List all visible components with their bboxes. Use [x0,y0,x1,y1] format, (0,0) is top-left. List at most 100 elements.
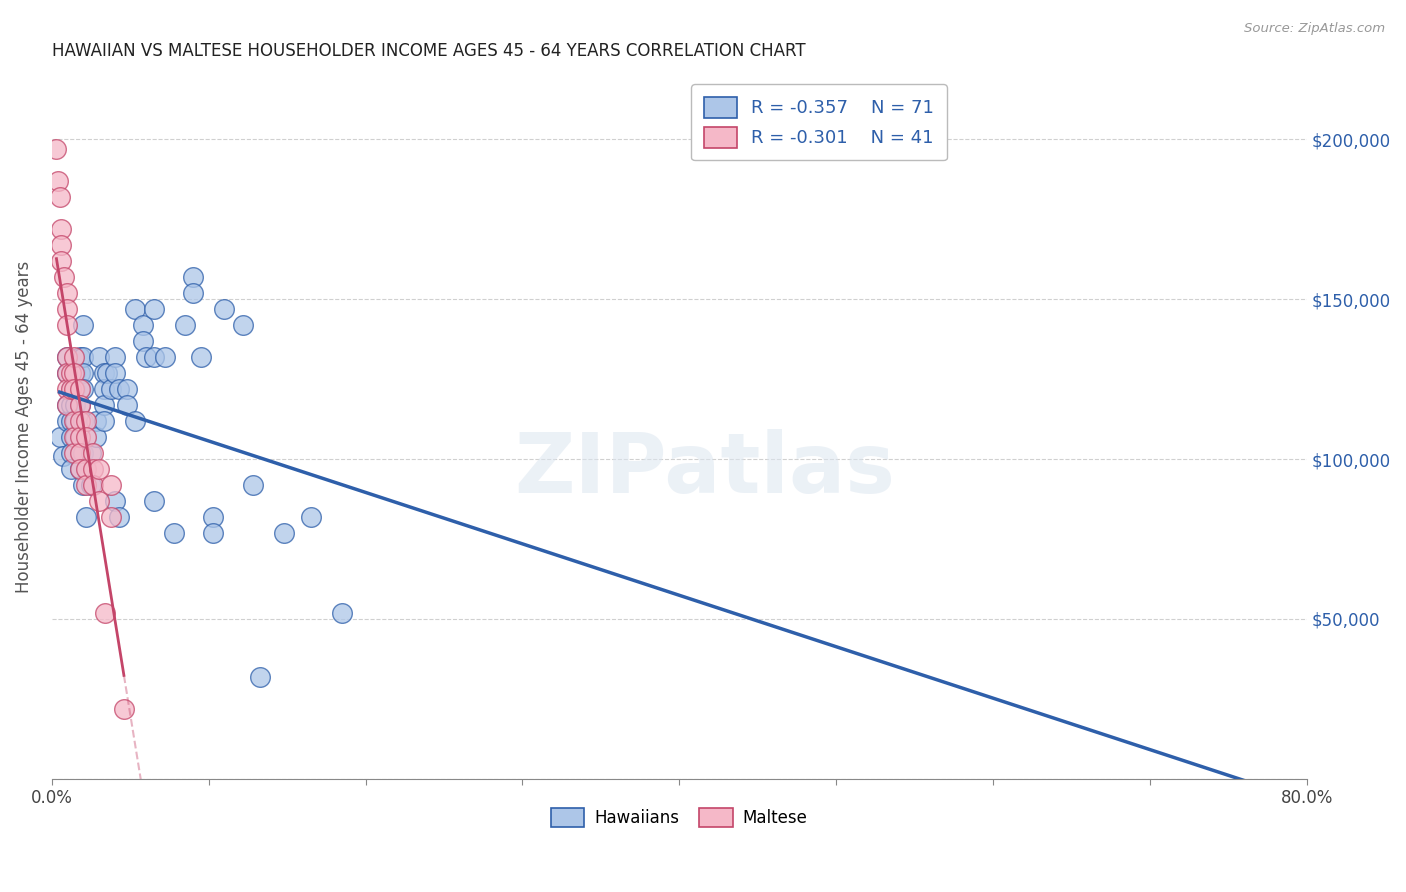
Point [59,382,82,396]
Point [62,445,84,459]
Point [51,253,73,268]
Point [124,414,146,428]
Point [62,350,84,364]
Point [56,398,79,412]
Point [202,509,225,524]
Point [72,477,94,491]
Point [59,366,82,380]
Point [56,366,79,380]
Point [142,301,165,316]
Point [56,350,79,364]
Point [59,398,82,412]
Point [75,477,97,491]
Text: Source: ZipAtlas.com: Source: ZipAtlas.com [1244,22,1385,36]
Point [52,449,75,463]
Point [62,414,84,428]
Point [93,382,115,396]
Point [115,382,138,396]
Point [72,318,94,332]
Point [62,382,84,396]
Point [62,366,84,380]
Point [84,430,107,444]
Point [87,461,110,475]
Point [232,318,254,332]
Point [56,318,79,332]
Point [53,269,76,284]
Point [72,366,94,380]
Point [65,366,87,380]
Point [181,269,204,284]
Point [56,350,79,364]
Point [100,509,122,524]
Point [249,669,271,683]
Point [69,445,91,459]
Point [124,301,146,316]
Point [142,350,165,364]
Point [69,461,91,475]
Point [132,318,155,332]
Point [75,461,97,475]
Point [69,366,91,380]
Point [108,382,131,396]
Point [65,398,87,412]
Point [56,414,79,428]
Point [65,382,87,396]
Point [69,350,91,364]
Point [82,461,104,475]
Point [56,285,79,300]
Point [103,366,125,380]
Point [80,445,103,459]
Point [100,477,122,491]
Point [330,606,353,620]
Point [174,318,197,332]
Point [153,350,176,364]
Point [45,142,67,156]
Point [72,445,94,459]
Y-axis label: Householder Income Ages 45 - 64 years: Householder Income Ages 45 - 64 years [15,261,32,593]
Point [93,366,115,380]
Point [163,525,186,540]
Point [87,493,110,508]
Point [56,398,79,412]
Point [65,414,87,428]
Point [69,398,91,412]
Point [80,477,103,491]
Point [72,350,94,364]
Point [132,334,155,348]
Point [72,382,94,396]
Point [69,430,91,444]
Point [56,366,79,380]
Point [65,430,87,444]
Point [100,382,122,396]
Point [82,445,104,459]
Point [84,414,107,428]
Text: ZIPatlas: ZIPatlas [515,429,896,510]
Point [135,350,157,364]
Point [214,301,236,316]
Point [72,414,94,428]
Point [51,237,73,252]
Point [69,461,91,475]
Point [62,430,84,444]
Point [75,430,97,444]
Point [69,414,91,428]
Point [75,509,97,524]
Point [112,701,135,715]
Point [59,382,82,396]
Point [59,430,82,444]
Point [108,509,131,524]
Legend: Hawaiians, Maltese: Hawaiians, Maltese [544,801,814,834]
Point [69,398,91,412]
Point [59,445,82,459]
Point [56,301,79,316]
Point [96,366,118,380]
Point [51,221,73,235]
Point [273,525,295,540]
Point [59,414,82,428]
Point [115,398,138,412]
Point [299,509,322,524]
Point [181,285,204,300]
Point [103,493,125,508]
Point [46,174,69,188]
Point [87,350,110,364]
